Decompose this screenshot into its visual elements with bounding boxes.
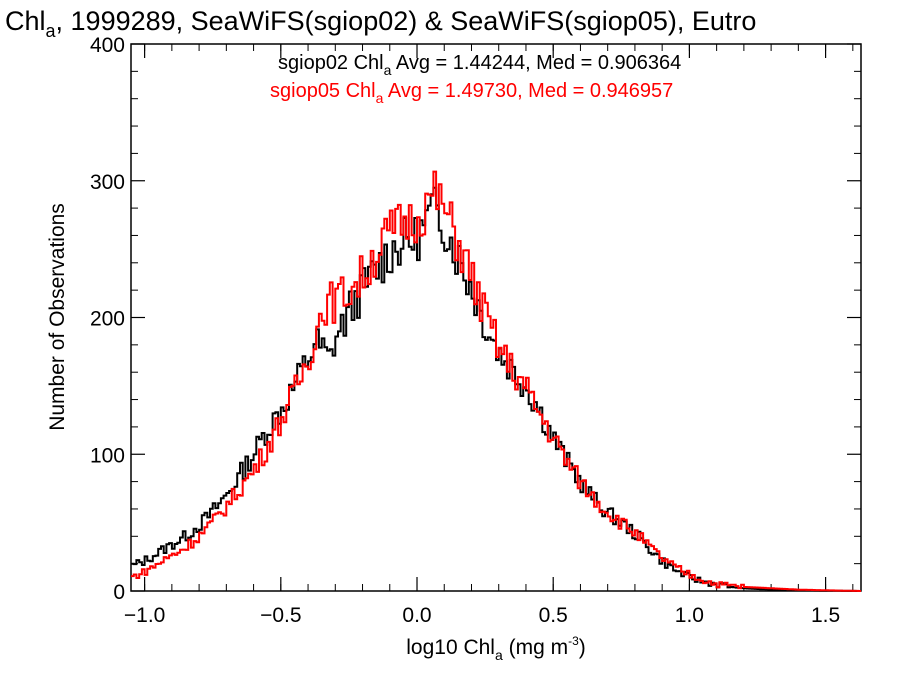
x-tick-label: −1.0 [124,604,165,627]
y-tick-label: 400 [90,34,125,57]
y-tick-label: 200 [90,308,125,331]
y-tick-label: 100 [90,444,125,467]
x-tick-label: 0.0 [402,604,431,627]
x-tick-label: 1.0 [675,604,704,627]
x-tick-label: 0.5 [539,604,568,627]
legend-entry-sgiop02: sgiop02 Chla Avg = 1.44244, Med = 0.9063… [278,52,681,78]
series-line-sgiop05 [131,170,861,592]
series-line-sgiop02 [131,186,861,592]
legend-entry-sgiop05: sgiop05 Chla Avg = 1.49730, Med = 0.9469… [270,80,673,106]
axis-tick-labels: −1.0 −0.5 0.0 0.5 1.0 1.5 0 100 200 300 400 [90,34,840,627]
series-layer [131,170,861,592]
y-tick-label: 300 [90,171,125,194]
x-tick-label: −0.5 [260,604,301,627]
axis-ticks [131,43,861,592]
x-tick-label: 1.5 [811,604,840,627]
plot-frame [130,43,862,592]
x-axis-label: log10 Chla (mg m-3) [406,634,586,663]
y-axis-label: Number of Observations [46,203,69,431]
y-tick-label: 0 [113,581,125,604]
chart-title: Chla, 1999289, SeaWiFS(sgiop02) & SeaWiF… [5,6,756,41]
